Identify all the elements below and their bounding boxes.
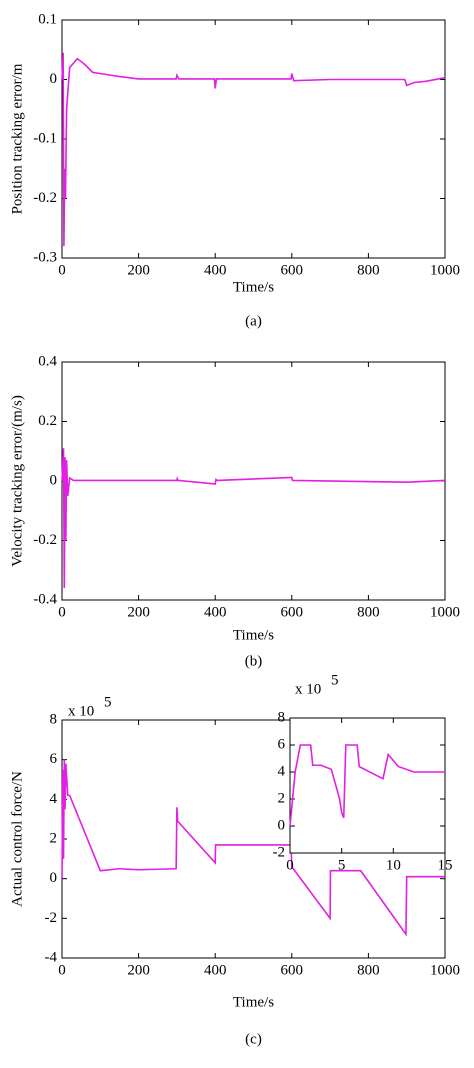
y-tick-label: -0.4 (33, 591, 57, 607)
y-tick-label: 0 (50, 71, 58, 87)
x-tick-label: 400 (204, 604, 227, 620)
x-tick-label: 200 (127, 262, 150, 278)
x-tick-label: 0 (286, 857, 294, 873)
x-tick-label: 800 (357, 604, 380, 620)
multiplier-power: 5 (104, 694, 112, 710)
data-line (61, 448, 446, 589)
data-line (61, 52, 446, 247)
x-tick-label: 0 (58, 262, 66, 278)
x-tick-label: 1000 (430, 962, 460, 978)
y-tick-label: -0.3 (33, 249, 57, 265)
y-tick-label: -2 (45, 910, 58, 926)
plot-area (61, 19, 446, 259)
caption: (a) (245, 313, 262, 329)
x-tick-label: 400 (204, 262, 227, 278)
y-tick-label: 4 (278, 763, 286, 779)
y-tick-label: 0.1 (38, 11, 57, 27)
x-tick-label: 15 (438, 857, 453, 873)
x-tick-label: 400 (204, 962, 227, 978)
x-tick-label: 600 (281, 262, 304, 278)
x-axis-label: Time/s (233, 627, 274, 643)
y-tick-label: 0 (278, 817, 286, 833)
y-tick-label: 0.2 (38, 413, 57, 429)
y-tick-label: 6 (50, 751, 58, 767)
y-tick-label: 2 (278, 790, 286, 806)
x-tick-label: 5 (338, 857, 346, 873)
multiplier-power: 5 (331, 672, 339, 688)
x-tick-label: 600 (281, 604, 304, 620)
y-tick-label: 0.4 (38, 353, 57, 369)
y-tick-label: -0.2 (33, 532, 57, 548)
y-axis-label: Velocity tracking error/(m/s) (9, 395, 25, 567)
x-tick-label: 1000 (430, 262, 460, 278)
x-tick-label: 800 (357, 262, 380, 278)
caption: (c) (245, 1031, 262, 1047)
y-tick-label: 0 (50, 472, 58, 488)
x-axis-label: Time/s (233, 994, 274, 1010)
data-line (289, 744, 445, 827)
x-axis-label: Time/s (233, 279, 274, 295)
y-tick-label: -0.2 (33, 190, 57, 206)
caption: (b) (245, 653, 263, 669)
y-axis-label: Actual control force/N (9, 771, 25, 907)
x-tick-label: 600 (281, 962, 304, 978)
plot-area (289, 717, 446, 854)
multiplier-base: x 10 (295, 681, 321, 697)
x-tick-label: 200 (127, 604, 150, 620)
x-tick-label: 1000 (430, 604, 460, 620)
y-tick-label: -4 (45, 949, 58, 965)
y-tick-label: 6 (278, 736, 286, 752)
y-tick-label: -0.1 (33, 130, 57, 146)
y-tick-label: -2 (273, 844, 286, 860)
y-tick-label: 2 (50, 830, 58, 846)
x-tick-label: 800 (357, 962, 380, 978)
x-tick-label: 0 (58, 604, 66, 620)
data-line (61, 759, 445, 937)
y-tick-label: 8 (50, 711, 58, 727)
multiplier-base: x 10 (68, 703, 94, 719)
axes: 0 200 400 600 800 1000 -0.4 -0.2 0 0.2 0.4 Time/s (b… (9, 353, 460, 669)
x-tick-label: 10 (386, 857, 401, 873)
y-tick-label: 4 (50, 791, 58, 807)
x-tick-label: 200 (127, 962, 150, 978)
x-tick-label: 0 (58, 962, 66, 978)
y-tick-label: 8 (278, 709, 286, 725)
y-axis-label: Position tracking error/m (9, 63, 25, 214)
y-tick-label: 0 (50, 870, 58, 886)
axes: 0 200 400 600 800 1000 -0.3 -0.2 -0.1 0 0.1 Time/s (… (9, 11, 460, 329)
